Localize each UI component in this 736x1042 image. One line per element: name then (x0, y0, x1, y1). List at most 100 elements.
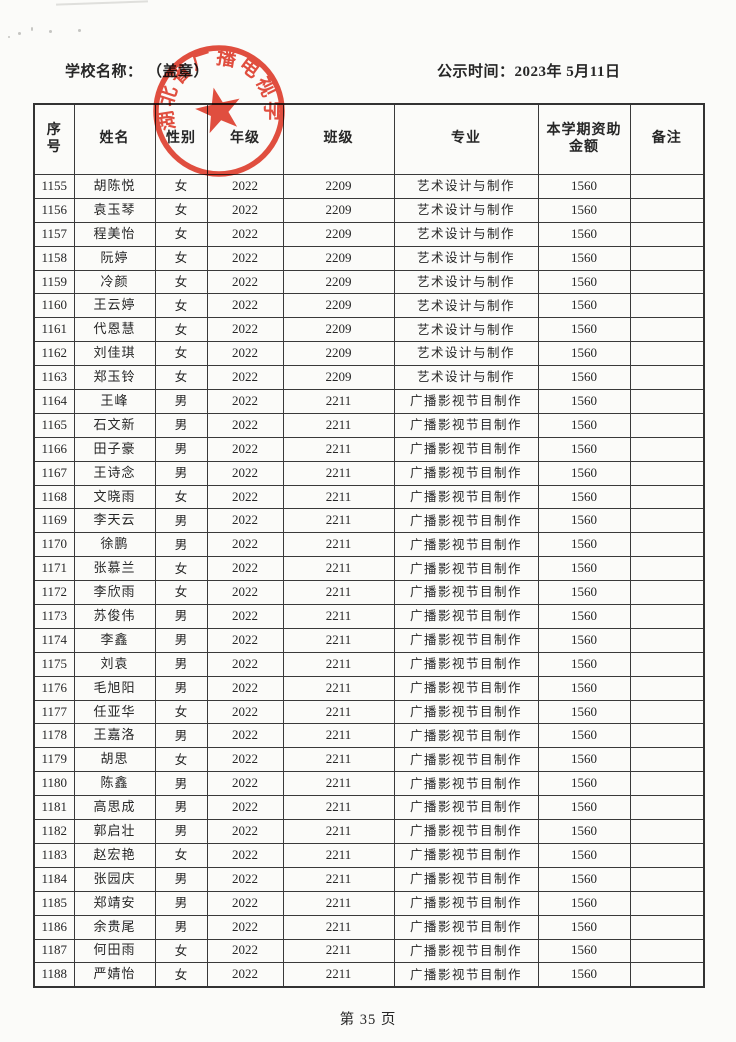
table-cell: 1172 (33, 580, 75, 606)
table-cell: 高思成 (73, 795, 156, 821)
table-cell: 1560 (537, 914, 631, 940)
table-cell: 1162 (33, 341, 75, 367)
table-cell: 1560 (537, 197, 631, 223)
scan-speck (49, 30, 52, 33)
table-cell (629, 866, 705, 892)
table-cell: 2209 (282, 269, 395, 295)
table-cell (629, 460, 705, 486)
table-cell: 1167 (33, 460, 75, 486)
table-cell: 张慕兰 (73, 556, 156, 582)
table-cell: 男 (154, 412, 208, 438)
table-cell: 男 (154, 389, 208, 414)
table-cell: 1560 (537, 221, 631, 247)
table-row: 1171 张慕兰女 2022 2211 广播影视节目制作 1560 (33, 556, 705, 582)
table-cell: 1166 (33, 436, 75, 462)
table-cell: 1560 (537, 580, 631, 606)
table-cell: 赵宏艳 (73, 842, 156, 868)
table-cell: 女 (154, 747, 208, 773)
table-cell: 1560 (537, 341, 631, 367)
table-cell: 郭启壮 (73, 819, 156, 844)
scan-speck (31, 27, 33, 31)
table-cell: 广播影视节目制作 (393, 389, 539, 414)
table-cell: 2022 (206, 747, 284, 773)
table-cell: 1184 (33, 866, 75, 892)
table-cell: 艺术设计与制作 (393, 269, 539, 295)
table-cell: 2022 (206, 866, 284, 892)
table-cell: 广播影视节目制作 (393, 962, 539, 988)
table-cell: 女 (154, 317, 208, 343)
table-cell (629, 436, 705, 462)
table-cell: 男 (154, 508, 208, 534)
table-cell: 1560 (537, 484, 631, 510)
table-cell: 2022 (206, 675, 284, 701)
table-cell: 2022 (206, 723, 284, 749)
table-cell (629, 556, 705, 582)
table-row: 1155 胡陈悦女 2022 2209 艺术设计与制作 1560 (33, 174, 705, 199)
table-cell: 男 (154, 771, 208, 797)
table-row: 1170 徐鹏男 2022 2211 广播影视节目制作 1560 (33, 532, 705, 558)
table-row: 1184 张园庆男 2022 2211 广播影视节目制作 1560 (33, 866, 705, 892)
table-cell: 男 (154, 604, 208, 629)
table-row: 1168 文晓雨女 2022 2211 广播影视节目制作 1560 (33, 484, 705, 510)
table-cell: 1560 (537, 365, 631, 391)
table-cell: 1560 (537, 508, 631, 534)
table-cell: 2211 (282, 412, 395, 438)
table-row: 1181 高思成男 2022 2211 广播影视节目制作 1560 (33, 795, 705, 821)
table-cell: 2022 (206, 484, 284, 510)
table-cell: 女 (154, 293, 208, 319)
table-cell: 1560 (537, 604, 631, 629)
table-row: 1160 王云婷女 2022 2209 艺术设计与制作 1560 (33, 293, 705, 319)
table-cell: 1156 (33, 197, 75, 223)
table-cell: 郑靖安 (73, 890, 156, 916)
table-cell: 严婧怡 (73, 962, 156, 988)
table-cell: 2209 (282, 221, 395, 247)
table-cell: 1159 (33, 269, 75, 295)
table-cell: 1560 (537, 245, 631, 271)
table-row: 1185 郑靖安男 2022 2211 广播影视节目制作 1560 (33, 890, 705, 916)
column-header: 姓名 (73, 103, 156, 175)
table-row: 1163 郑玉铃女 2022 2209 艺术设计与制作 1560 (33, 365, 705, 391)
table-cell: 刘袁 (73, 651, 156, 677)
table-row: 1164 王峰男 2022 2211 广播影视节目制作 1560 (33, 389, 705, 414)
scan-speck (18, 32, 21, 35)
table-cell: 王云婷 (73, 293, 156, 319)
table-cell: 1155 (33, 174, 75, 199)
table-cell: 2211 (282, 484, 395, 510)
table-cell: 广播影视节目制作 (393, 866, 539, 892)
table-cell: 广播影视节目制作 (393, 795, 539, 821)
table-cell: 1560 (537, 651, 631, 677)
table-cell: 2022 (206, 197, 284, 223)
table-cell: 2211 (282, 914, 395, 940)
table-cell: 2211 (282, 436, 395, 462)
column-header: 备注 (629, 103, 705, 175)
table-cell: 女 (154, 962, 208, 988)
table-cell: 广播影视节目制作 (393, 508, 539, 534)
table-cell: 2022 (206, 245, 284, 271)
table-cell: 2211 (282, 866, 395, 892)
table-cell: 广播影视节目制作 (393, 412, 539, 438)
table-cell: 广播影视节目制作 (393, 914, 539, 940)
table-row: 1172 李欣雨女 2022 2211 广播影视节目制作 1560 (33, 580, 705, 606)
table-cell: 1560 (537, 699, 631, 725)
table-cell: 2209 (282, 341, 395, 367)
table-cell: 2211 (282, 938, 395, 964)
table-cell: 广播影视节目制作 (393, 723, 539, 749)
page-number: 第 35 页 (339, 1012, 397, 1028)
table-cell: 1560 (537, 938, 631, 964)
table-cell: 王峰 (73, 389, 156, 414)
table-header-row: 序号 姓名 性别 年级 班级 专业 本学期资助金额 备注 (33, 103, 705, 175)
table-cell: 广播影视节目制作 (393, 436, 539, 462)
table-row: 1176 毛旭阳男 2022 2211 广播影视节目制作 1560 (33, 675, 705, 701)
table-cell: 田子豪 (73, 436, 156, 462)
table-cell: 女 (154, 245, 208, 271)
table-cell: 何田雨 (73, 938, 156, 964)
column-header: 性别 (154, 103, 208, 175)
table-cell: 2211 (282, 699, 395, 725)
table-cell: 1186 (33, 914, 75, 940)
table-cell: 2022 (206, 699, 284, 725)
table-cell: 广播影视节目制作 (393, 580, 539, 606)
table-cell: 2209 (282, 365, 395, 391)
table-cell: 男 (154, 460, 208, 486)
table-cell: 2022 (206, 771, 284, 797)
publish-time-line: 公示时间：2023年 5月11日 (437, 60, 620, 81)
